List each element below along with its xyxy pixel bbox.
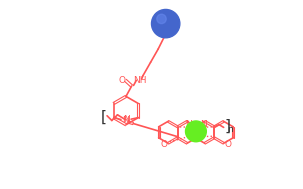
- Text: NH: NH: [133, 76, 146, 85]
- Circle shape: [157, 14, 166, 24]
- Text: O: O: [118, 76, 125, 85]
- Text: N: N: [124, 115, 130, 124]
- Text: n: n: [227, 125, 233, 134]
- Text: O: O: [224, 140, 231, 149]
- Text: [: [: [101, 110, 107, 125]
- Text: N: N: [185, 120, 191, 129]
- Circle shape: [185, 121, 206, 142]
- Text: Zn: Zn: [188, 125, 204, 138]
- Text: N: N: [122, 116, 129, 125]
- Text: N: N: [200, 120, 207, 129]
- Text: O: O: [161, 140, 168, 149]
- Circle shape: [152, 9, 180, 38]
- Text: ]: ]: [224, 119, 230, 134]
- Text: POSS: POSS: [150, 19, 181, 29]
